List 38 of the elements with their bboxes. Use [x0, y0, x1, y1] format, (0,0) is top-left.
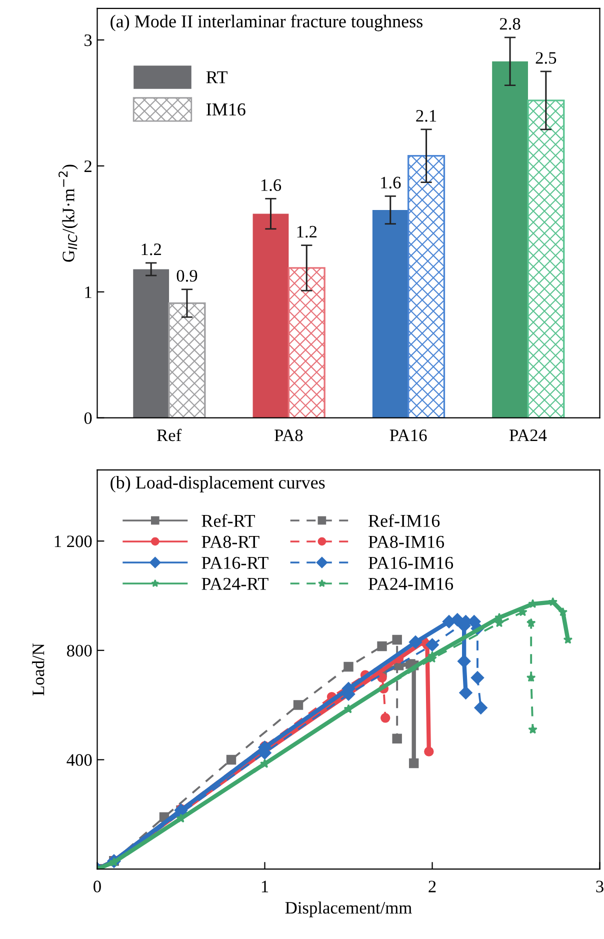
data-label: 1.6 [381, 176, 401, 189]
data-label: 2.1 [416, 110, 436, 122]
chart-title: (b) Load-displacement curves [110, 476, 325, 492]
legend-label: PA8-RT [202, 536, 260, 548]
x-tick-label: 0 [94, 880, 101, 892]
legend-label: PA24-RT [202, 578, 268, 590]
data-label: 1.2 [297, 226, 317, 238]
legend-label: PA16-IM16 [368, 556, 454, 569]
data-label: 1.2 [142, 244, 161, 256]
x-tick-label: 2 [428, 880, 436, 892]
legend-label: RT [206, 71, 228, 84]
legend-label: Ref-IM16 [368, 514, 440, 527]
data-label: 0.9 [176, 270, 198, 282]
y-axis-title: Load/N [32, 643, 44, 696]
y-tick-label: 400 [66, 754, 92, 766]
y-tick-label: 1 [85, 286, 92, 298]
legend-label: PA24-IM16 [368, 578, 454, 590]
x-tick-label: 1 [262, 880, 268, 892]
x-tick-label: 3 [596, 880, 604, 892]
x-tick-label: PA8 [274, 429, 303, 442]
y-tick-label: 2 [84, 160, 92, 172]
legend-label: Ref-RT [202, 514, 255, 527]
y-tick-label: 1 200 [54, 536, 92, 548]
y-tick-label: 800 [67, 644, 92, 657]
legend-label: IM16 [206, 103, 246, 116]
data-label: 2.5 [536, 52, 556, 64]
y-tick-label: 0 [84, 412, 92, 424]
x-tick-label: PA24 [509, 430, 547, 442]
x-axis-title: Displacement/mm [285, 901, 412, 918]
chart-title: (a) Mode II interlaminar fracture toughness [110, 14, 422, 32]
data-label: 2.8 [500, 18, 520, 30]
legend-label: PA16-RT [202, 556, 268, 569]
y-axis-title: G$_{IIC}$/(kJ·m$^{−2}$) [58, 164, 78, 262]
y-tick-label: 3 [84, 34, 92, 46]
x-tick-label: Ref [157, 428, 182, 442]
x-tick-label: PA16 [390, 430, 427, 442]
data-label: 1.6 [261, 179, 282, 192]
legend-label: PA8-IM16 [368, 536, 444, 548]
